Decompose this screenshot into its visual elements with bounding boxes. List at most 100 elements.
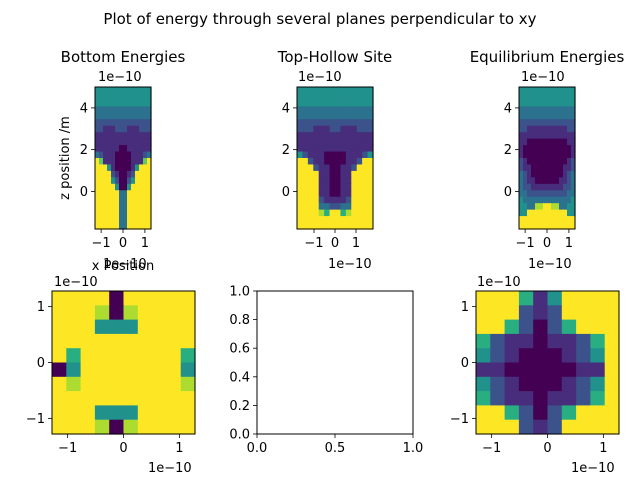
heatmap-cell	[107, 170, 112, 178]
heatmap-cell	[123, 216, 128, 224]
heatmap-cell	[139, 196, 144, 204]
heatmap-cell	[567, 190, 572, 198]
heatmap-cell	[539, 151, 544, 159]
heatmap-cell	[559, 112, 564, 120]
heatmap-cell	[135, 145, 140, 153]
y-tick-label: 1	[37, 300, 45, 315]
heatmap-cell	[139, 119, 144, 127]
heatmap-cell	[135, 106, 140, 114]
heatmap-cell	[571, 164, 576, 172]
heatmap-cell	[531, 106, 536, 114]
heatmap-cell	[139, 151, 144, 159]
heatmap-cell	[302, 203, 309, 211]
heatmap-cell	[335, 196, 342, 204]
heatmap-cell	[152, 291, 167, 306]
heatmap-cell	[523, 222, 528, 230]
heatmap-cell	[547, 222, 552, 230]
heatmap-cell	[123, 119, 128, 127]
heatmap-cell	[297, 196, 304, 204]
heatmap-cell	[531, 138, 536, 146]
heatmap-cell	[367, 87, 374, 95]
heatmap-cell	[547, 106, 552, 114]
y-tick-label: 0.4	[229, 370, 250, 385]
heatmap-cell	[539, 119, 544, 127]
heatmap-cell	[131, 99, 136, 107]
heatmap-cell	[340, 125, 347, 133]
heatmap-cell	[127, 216, 132, 224]
heatmap-cell	[539, 203, 544, 211]
heatmap-cell	[313, 190, 320, 198]
heatmap-cell	[180, 319, 196, 335]
heatmap-cell	[115, 145, 120, 153]
heatmap-cell	[571, 177, 576, 185]
heatmap-cell	[307, 93, 314, 101]
heatmap-cell	[123, 138, 128, 146]
heatmap-cell	[111, 222, 116, 230]
x-multiplier: 1e−10	[103, 257, 147, 272]
heatmap-cell	[143, 112, 148, 120]
heatmap-cell	[99, 119, 104, 127]
heatmap-cell	[340, 158, 347, 166]
heatmap-cell	[351, 216, 358, 224]
heatmap-cell	[152, 333, 167, 349]
heatmap-cell	[535, 177, 540, 185]
heatmap-cell	[52, 405, 67, 421]
heatmap-cell	[340, 119, 347, 127]
heatmap-cell	[147, 112, 152, 120]
heatmap-cell	[559, 196, 564, 204]
heatmap-cell	[99, 112, 104, 120]
heatmap-cell	[351, 203, 358, 211]
heatmap-cell	[539, 190, 544, 198]
heatmap-cell	[576, 419, 591, 435]
heatmap-cell	[335, 145, 342, 153]
heatmap-cell	[115, 177, 120, 185]
heatmap-cell	[115, 216, 120, 224]
heatmap-cell	[571, 93, 576, 101]
heatmap-cell	[307, 190, 314, 198]
heatmap-cell	[539, 112, 544, 120]
heatmap-cell	[362, 112, 369, 120]
heatmap-cell	[356, 164, 363, 172]
heatmap-cell	[111, 190, 116, 198]
heatmap-cell	[318, 196, 325, 204]
heatmap-cell	[135, 177, 140, 185]
heatmap-cell	[152, 362, 167, 378]
heatmap-cell	[335, 132, 342, 140]
heatmap-cell	[351, 190, 358, 198]
heatmap-cell	[139, 158, 144, 166]
heatmap-cell	[490, 348, 506, 364]
heatmap-cell	[95, 112, 100, 120]
heatmap-cell	[559, 119, 564, 127]
heatmap-cell	[297, 203, 304, 211]
heatmap-cell	[302, 99, 309, 107]
heatmap-cells	[476, 291, 620, 435]
heatmap-cell	[535, 99, 540, 107]
heatmap-cell	[107, 209, 112, 217]
heatmap-cell	[127, 138, 132, 146]
heatmap-cell	[362, 164, 369, 172]
heatmap-cell	[518, 291, 534, 306]
heatmap-cell	[131, 151, 136, 159]
x-tick-label: 1	[565, 236, 573, 251]
heatmap-cell	[318, 183, 325, 191]
heatmap-cell	[523, 216, 528, 224]
heatmap-cell	[531, 145, 536, 153]
axes-frame	[256, 290, 414, 435]
heatmap-cell	[551, 119, 556, 127]
heatmap-cell	[519, 177, 524, 185]
heatmap-cell	[123, 106, 128, 114]
heatmap-cell	[504, 391, 520, 406]
heatmap-cell	[535, 216, 540, 224]
heatmap-cell	[476, 319, 491, 335]
heatmap-cell	[547, 145, 552, 153]
heatmap-cell	[143, 138, 148, 146]
heatmap-cell	[99, 93, 104, 101]
y-multiplier: 1e−10	[298, 70, 342, 85]
y-tick-label: 0	[282, 185, 290, 200]
heatmap-cell	[143, 151, 148, 159]
heatmap-cell	[119, 170, 124, 178]
heatmap-cell	[307, 151, 314, 159]
heatmap-cell	[147, 216, 152, 224]
heatmap-cell	[109, 319, 125, 335]
heatmap-cell	[103, 99, 108, 107]
